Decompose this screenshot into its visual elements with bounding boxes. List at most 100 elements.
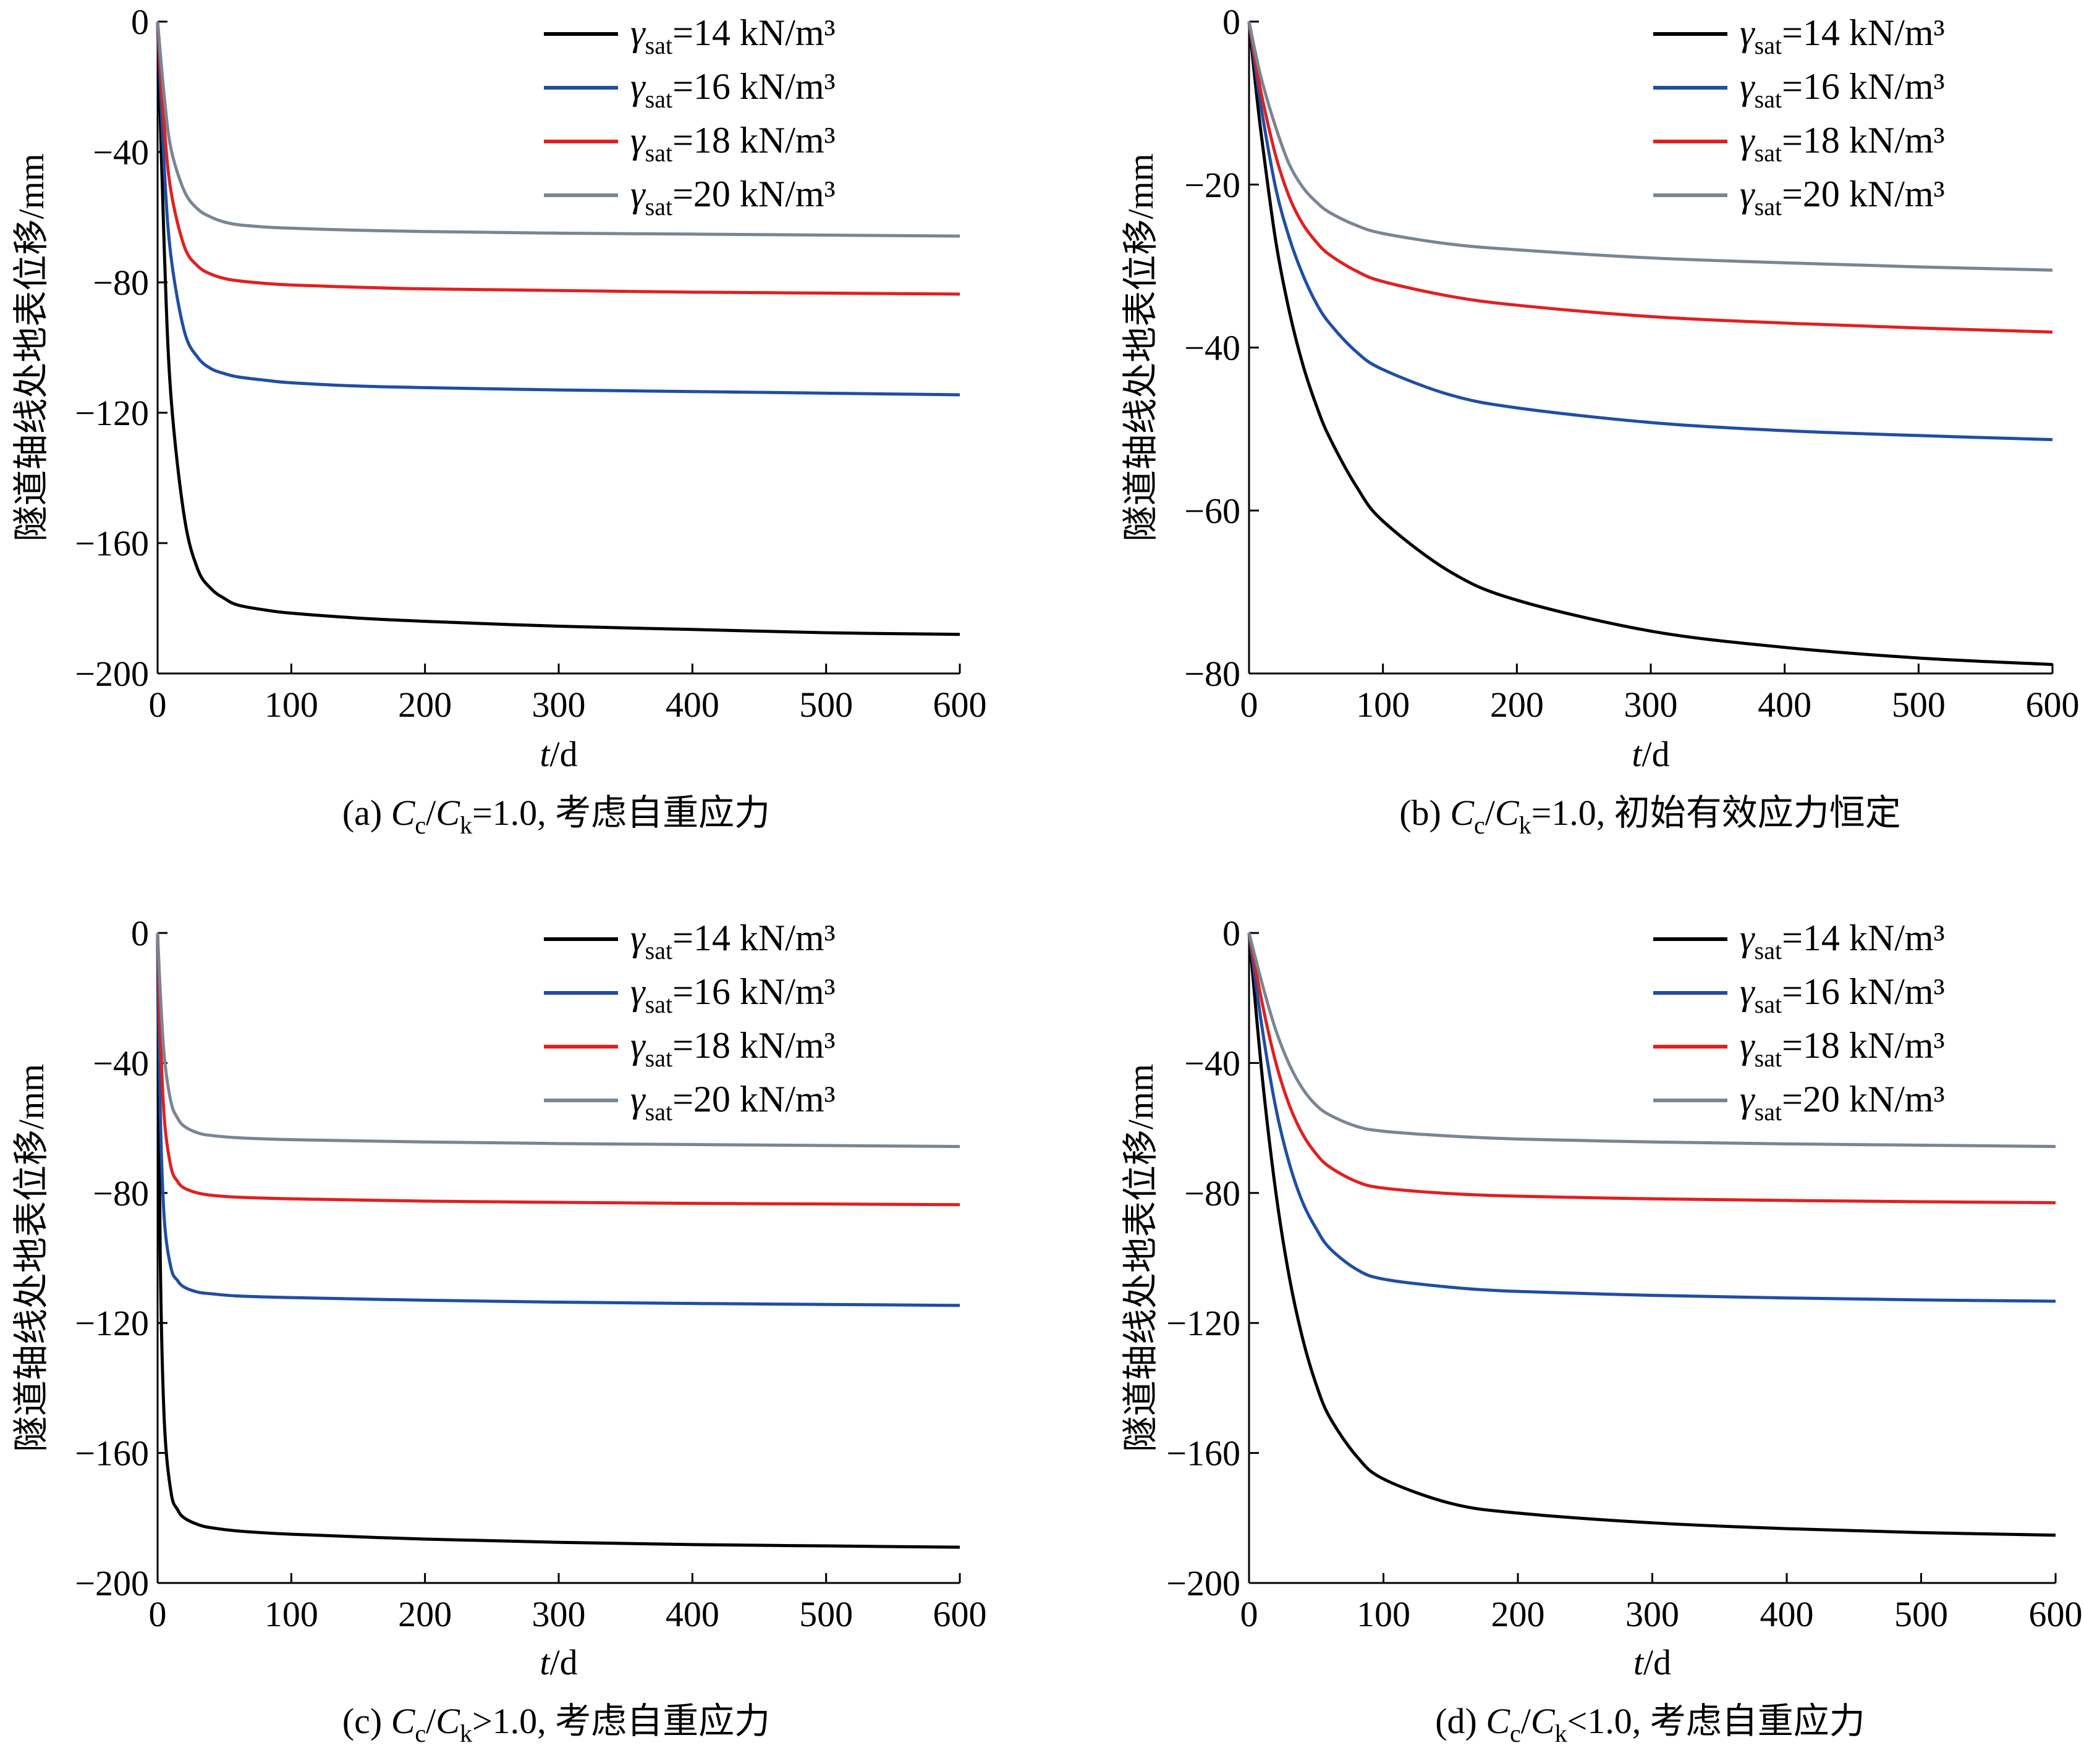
x-tick-label: 200 [398, 685, 452, 725]
series-line [156, 932, 960, 1149]
y-tick-label: −80 [1184, 1173, 1240, 1213]
series-line [156, 932, 960, 1549]
series-line [156, 21, 960, 397]
panel-b: 0 100 200 300 400 500 600 0 −20 −40 −60 −80 γsat=14 … [1120, 2, 2080, 839]
y-tick-label: −40 [1184, 1043, 1240, 1083]
series-line [1247, 932, 2056, 1303]
legend-label: γsat=20 kN/m³ [630, 174, 836, 221]
x-tick-label: 0 [1240, 685, 1258, 725]
y-axis-label: 隧道轴线处地表位移/mm [1120, 1064, 1161, 1452]
legend-label: γsat=14 kN/m³ [630, 12, 836, 59]
y-tick-label: −160 [1166, 1433, 1240, 1474]
y-tick-label: −200 [75, 1563, 149, 1603]
x-tick-label: 500 [1892, 685, 1946, 725]
x-tick-label: 0 [149, 1594, 167, 1634]
y-tick-label: −200 [1166, 1563, 1240, 1603]
series-line [156, 21, 960, 238]
series-line [1247, 932, 2056, 1149]
x-axis-label: t/d [540, 734, 577, 774]
x-tick-label: 500 [799, 685, 853, 725]
legend-label: γsat=16 kN/m³ [1740, 971, 1945, 1018]
y-tick-label: −120 [75, 1303, 149, 1343]
legend-label: γsat=20 kN/m³ [1740, 174, 1945, 221]
x-tick-label: 0 [1240, 1594, 1258, 1634]
y-tick-label: −20 [1184, 165, 1240, 205]
series-line [1247, 932, 2056, 1537]
legend-label: γsat=16 kN/m³ [630, 66, 836, 113]
legend-label: γsat=14 kN/m³ [1740, 918, 1945, 964]
y-tick-label: −200 [75, 654, 149, 694]
series-line [1247, 21, 2053, 442]
series-line [1247, 932, 2056, 1205]
legend-label: γsat=18 kN/m³ [1740, 120, 1945, 167]
x-tick-label: 500 [1894, 1594, 1948, 1634]
y-tick-label: −40 [1184, 328, 1240, 368]
y-tick-label: −40 [93, 132, 149, 172]
panel-caption: (b) Cc/Ck=1.0, 初始有效应力恒定 [1399, 793, 1901, 839]
x-tick-label: 300 [1625, 1594, 1679, 1634]
series-line [1247, 21, 2053, 272]
y-tick-label: 0 [131, 913, 149, 953]
x-tick-label: 100 [1357, 1594, 1410, 1634]
y-axis-label: 隧道轴线处地表位移/mm [1120, 153, 1161, 541]
legend: γsat=14 kN/m³ γsat=16 kN/m³ γsat=18 kN/m³ γ… [1653, 918, 1945, 1126]
y-tick-label: 0 [131, 2, 149, 42]
y-tick-label: −80 [1184, 654, 1240, 694]
series-line [1247, 21, 2053, 666]
legend-label: γsat=18 kN/m³ [630, 1025, 836, 1072]
series-line [1247, 21, 2053, 334]
panel-a: 0 100 200 300 400 500 600 0 −40 −80 −120 −160 −200 γs… [11, 2, 987, 839]
legend-label: γsat=18 kN/m³ [1740, 1025, 1945, 1072]
legend-label: γsat=14 kN/m³ [630, 918, 836, 964]
legend-label: γsat=20 kN/m³ [1740, 1079, 1945, 1126]
y-tick-label: −120 [1166, 1303, 1240, 1343]
x-axis-label: t/d [1632, 734, 1669, 774]
y-tick-label: −60 [1184, 491, 1240, 531]
x-tick-label: 600 [2026, 685, 2080, 725]
x-tick-label: 200 [1491, 1594, 1545, 1634]
x-tick-label: 400 [1760, 1594, 1814, 1634]
x-tick-label: 300 [1624, 685, 1678, 725]
legend-label: γsat=14 kN/m³ [1740, 12, 1945, 59]
y-tick-label: −160 [75, 1433, 149, 1474]
y-axis-label: 隧道轴线处地表位移/mm [11, 153, 51, 541]
x-axis-label: t/d [540, 1642, 577, 1682]
y-axis-label: 隧道轴线处地表位移/mm [11, 1064, 51, 1452]
x-tick-label: 300 [532, 1594, 586, 1634]
series-line [156, 932, 960, 1207]
x-tick-label: 200 [1490, 685, 1544, 725]
x-tick-label: 400 [666, 1594, 719, 1634]
x-tick-label: 600 [933, 1594, 987, 1634]
y-tick-label: −80 [93, 263, 149, 303]
legend-label: γsat=16 kN/m³ [1740, 66, 1945, 113]
y-tick-label: −40 [93, 1043, 149, 1083]
x-tick-label: 300 [532, 685, 586, 725]
y-tick-label: 0 [1222, 913, 1240, 953]
y-tick-label: −80 [93, 1173, 149, 1213]
y-tick-label: 0 [1222, 2, 1240, 42]
x-axis-label: t/d [1633, 1642, 1671, 1682]
x-tick-label: 400 [666, 685, 719, 725]
panel-d: 0 100 200 300 400 500 600 0 −40 −80 −120 −160 −200 γs… [1120, 913, 2083, 1747]
series-line [156, 21, 960, 296]
y-tick-label: −160 [75, 523, 149, 563]
panel-caption: (a) Cc/Ck=1.0, 考虑自重应力 [342, 793, 770, 839]
y-tick-label: −120 [75, 393, 149, 433]
panel-c: 0 100 200 300 400 500 600 0 −40 −80 −120 −160 −200 γs… [11, 913, 987, 1747]
x-tick-label: 500 [799, 1594, 853, 1634]
x-tick-label: 600 [933, 685, 987, 725]
series-line [156, 21, 960, 636]
x-tick-label: 100 [1356, 685, 1410, 725]
legend-label: γsat=18 kN/m³ [630, 120, 836, 167]
series-line [156, 932, 960, 1307]
x-tick-label: 100 [265, 685, 318, 725]
panel-caption: (d) Cc/Ck<1.0, 考虑自重应力 [1435, 1701, 1865, 1747]
x-tick-label: 0 [149, 685, 167, 725]
legend: γsat=14 kN/m³ γsat=16 kN/m³ γsat=18 kN/m³ γ… [544, 12, 836, 221]
x-tick-label: 100 [265, 1594, 318, 1634]
x-tick-label: 600 [2029, 1594, 2083, 1634]
legend-label: γsat=20 kN/m³ [630, 1079, 836, 1126]
x-tick-label: 400 [1758, 685, 1811, 725]
legend: γsat=14 kN/m³ γsat=16 kN/m³ γsat=18 kN/m³ γ… [544, 918, 836, 1126]
